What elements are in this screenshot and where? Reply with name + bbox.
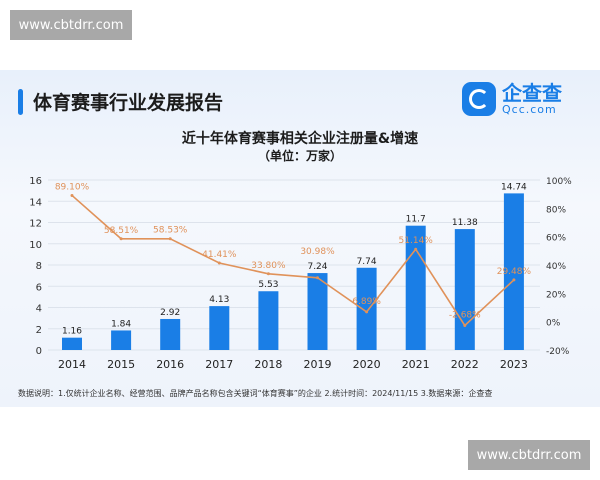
bar-label: 5.53 [258, 280, 278, 290]
right-tick-label: 0% [546, 319, 561, 329]
growth-label: 33.80% [251, 261, 286, 271]
bar-label: 1.84 [111, 319, 131, 329]
x-tick-label: 2019 [304, 358, 332, 371]
bar [356, 267, 377, 350]
growth-point [463, 323, 467, 327]
bar [62, 337, 82, 350]
footnote: 数据说明：1.仅统计企业名称、经营范围、品牌产品名称包含关键词“体育赛事”的企业… [18, 389, 493, 398]
growth-label: 89.10% [55, 182, 90, 192]
growth-label: 41.41% [202, 250, 237, 260]
x-tick-label: 2022 [451, 358, 479, 371]
bar-label: 4.13 [209, 295, 229, 305]
growth-point [217, 261, 221, 265]
left-tick-label: 6 [36, 282, 42, 293]
bar-label: 7.24 [307, 262, 327, 272]
chart-title: 近十年体育赛事相关企业注册量&增速 [181, 131, 419, 147]
bar [503, 193, 524, 350]
growth-point [316, 276, 319, 280]
growth-point [70, 193, 74, 197]
logo-name: 企查查 [502, 80, 562, 105]
growth-point [119, 237, 123, 241]
x-tick-label: 2018 [254, 358, 282, 371]
right-tick-label: 60% [546, 234, 566, 244]
watermark-top: www.cbtdrr.com [10, 10, 132, 40]
growth-point [365, 310, 369, 314]
right-tick-label: 20% [546, 290, 566, 300]
bar-label: 2.92 [160, 308, 180, 318]
bar-label: 1.16 [62, 327, 82, 337]
growth-label: -2.68% [449, 310, 481, 320]
right-tick-label: 40% [546, 262, 566, 272]
report-panel [0, 70, 600, 407]
x-tick-label: 2021 [402, 358, 430, 371]
left-tick-label: 4 [36, 304, 42, 315]
bar [160, 318, 181, 350]
report-title-text: 体育赛事行业发展报告 [33, 92, 224, 114]
left-tick-label: 0 [36, 346, 42, 357]
bar-label: 11.7 [406, 215, 426, 225]
growth-point [512, 278, 516, 282]
left-tick-label: 8 [36, 261, 42, 272]
growth-point [266, 272, 270, 276]
chart-subtitle: （单位：万家） [257, 149, 342, 163]
growth-line [71, 194, 515, 327]
growth-label: 29.48% [497, 267, 532, 277]
logo-sub: Qcc.com [502, 102, 557, 116]
report-title: 体育赛事行业发展报告 [18, 88, 223, 115]
bar-label: 14.74 [501, 182, 527, 192]
growth-point [168, 237, 172, 241]
left-tick-label: 2 [36, 325, 42, 336]
qcc-logo-icon [462, 82, 496, 116]
growth-label: 58.53% [153, 226, 188, 236]
bar [209, 306, 230, 350]
growth-label: 30.98% [300, 247, 335, 257]
right-tick-label: -20% [546, 347, 570, 357]
growth-label: 6.89% [352, 297, 381, 307]
growth-label: 58.51% [104, 226, 139, 236]
growth-point [414, 247, 418, 251]
left-tick-label: 10 [29, 240, 42, 251]
growth-label: 51.14% [399, 236, 434, 246]
x-tick-label: 2020 [353, 358, 381, 371]
bar [454, 229, 475, 350]
bar-label: 7.74 [357, 257, 377, 267]
qcc-logo: 企查查 Qcc.com [462, 82, 562, 116]
x-tick-label: 2016 [156, 358, 184, 371]
title-accent-bar [18, 88, 23, 115]
bar [258, 291, 279, 350]
left-tick-label: 12 [29, 219, 42, 230]
right-tick-label: 100% [546, 177, 572, 187]
x-tick-label: 2017 [205, 358, 233, 371]
right-tick-label: 80% [546, 205, 566, 215]
bar [111, 330, 132, 350]
watermark-bottom: www.cbtdrr.com [468, 440, 590, 470]
left-tick-label: 16 [29, 176, 42, 187]
x-tick-label: 2014 [58, 358, 86, 371]
x-tick-label: 2015 [107, 358, 135, 371]
x-tick-label: 2023 [500, 358, 528, 371]
bar-label: 11.38 [452, 218, 478, 228]
left-tick-label: 14 [29, 197, 42, 208]
bar [307, 273, 328, 350]
